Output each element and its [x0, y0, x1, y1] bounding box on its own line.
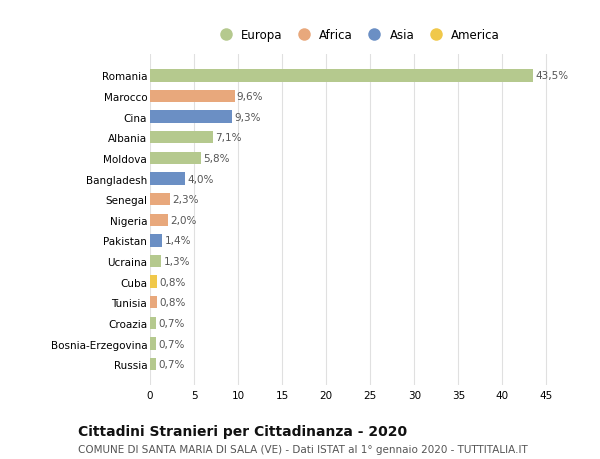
- Bar: [150, 152, 201, 165]
- Text: 0,8%: 0,8%: [159, 277, 185, 287]
- Bar: [150, 173, 185, 185]
- Text: 5,8%: 5,8%: [203, 154, 230, 163]
- Text: 43,5%: 43,5%: [535, 71, 568, 81]
- Text: 2,0%: 2,0%: [170, 215, 196, 225]
- Bar: [150, 132, 212, 144]
- Bar: [150, 194, 170, 206]
- Bar: [150, 255, 161, 268]
- Text: Cittadini Stranieri per Cittadinanza - 2020: Cittadini Stranieri per Cittadinanza - 2…: [78, 425, 407, 438]
- Text: 0,7%: 0,7%: [158, 318, 185, 328]
- Text: 7,1%: 7,1%: [215, 133, 241, 143]
- Bar: [150, 91, 235, 103]
- Text: 4,0%: 4,0%: [187, 174, 214, 184]
- Bar: [150, 338, 156, 350]
- Text: 0,7%: 0,7%: [158, 359, 185, 369]
- Bar: [150, 111, 232, 123]
- Legend: Europa, Africa, Asia, America: Europa, Africa, Asia, America: [209, 25, 505, 47]
- Bar: [150, 317, 156, 330]
- Bar: [150, 214, 167, 226]
- Text: 1,4%: 1,4%: [164, 236, 191, 246]
- Bar: [150, 70, 533, 83]
- Text: 0,8%: 0,8%: [159, 297, 185, 308]
- Bar: [150, 276, 157, 288]
- Bar: [150, 235, 163, 247]
- Text: 9,3%: 9,3%: [234, 112, 260, 123]
- Text: COMUNE DI SANTA MARIA DI SALA (VE) - Dati ISTAT al 1° gennaio 2020 - TUTTITALIA.: COMUNE DI SANTA MARIA DI SALA (VE) - Dat…: [78, 444, 528, 454]
- Text: 2,3%: 2,3%: [172, 195, 199, 205]
- Text: 9,6%: 9,6%: [237, 92, 263, 102]
- Bar: [150, 358, 156, 370]
- Text: 0,7%: 0,7%: [158, 339, 185, 349]
- Bar: [150, 297, 157, 309]
- Text: 1,3%: 1,3%: [164, 257, 190, 267]
